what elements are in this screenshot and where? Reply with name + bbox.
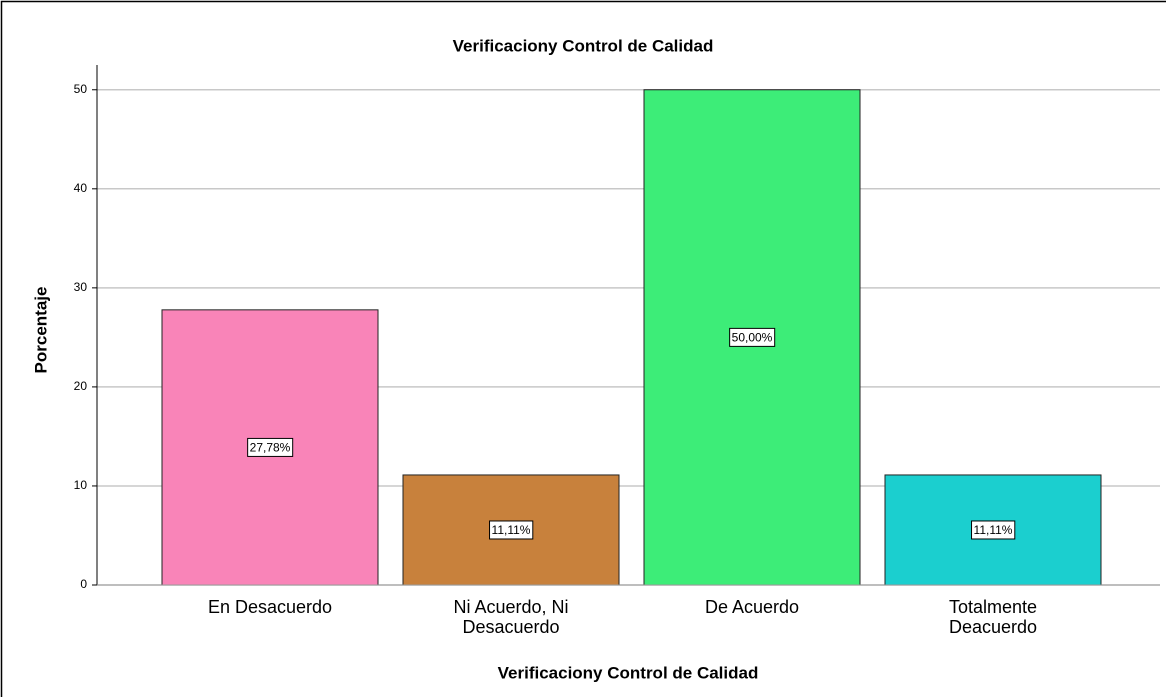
y-tick-label: 50 (74, 82, 88, 96)
y-tick-label: 0 (80, 577, 87, 591)
y-tick-label: 30 (74, 280, 88, 294)
data-label-box (489, 520, 534, 540)
y-tick-label: 40 (74, 181, 88, 195)
data-label: 50,00% (732, 331, 773, 345)
data-label-box (729, 327, 776, 347)
x-tick-label: Ni Acuerdo, Ni Desacuerdo (453, 597, 569, 637)
data-label-box (971, 520, 1016, 540)
x-tick-label: De Acuerdo (704, 597, 800, 617)
chart-title: Verificaciony Control de Calidad (453, 36, 714, 55)
data-label: 27,78% (250, 441, 291, 455)
x-axis-title: Verificaciony Control de Calidad (498, 663, 759, 682)
y-tick-label: 10 (74, 478, 88, 492)
y-tick-label: 20 (74, 379, 88, 393)
x-tick-label: Totalmente Deacuerdo (948, 597, 1038, 637)
y-axis-title: Porcentaje (31, 287, 50, 374)
data-label: 11,11% (974, 523, 1013, 537)
data-label: 11,11% (492, 523, 531, 537)
x-tick-label: En Desacuerdo (207, 597, 333, 617)
data-label-box (247, 437, 294, 457)
